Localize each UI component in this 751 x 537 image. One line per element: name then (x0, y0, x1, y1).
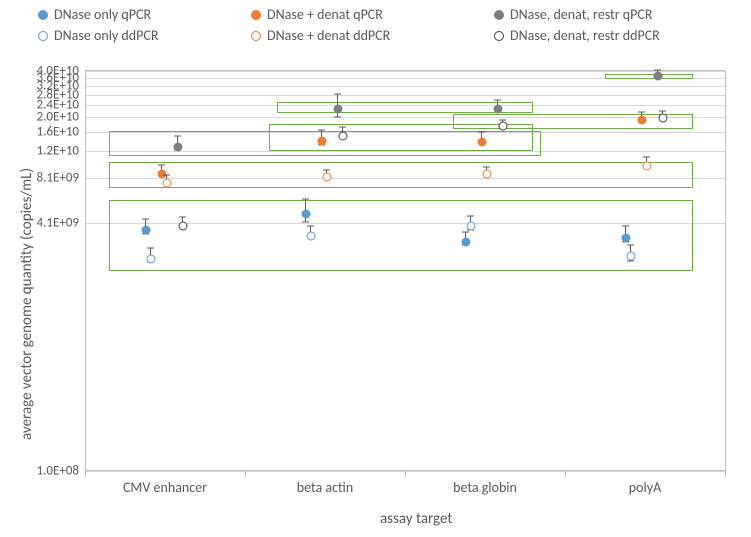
x-axis-title: assay target (380, 510, 452, 528)
x-tick-mark (405, 471, 406, 477)
legend-item: DNase only qPCR (38, 6, 233, 23)
data-point (621, 233, 630, 242)
data-point (301, 209, 310, 218)
x-tick-label: beta globin (453, 471, 517, 496)
legend-item: DNase + denat qPCR (251, 6, 476, 23)
data-point (626, 252, 635, 261)
legend-item: DNase, denat, restr qPCR (494, 6, 751, 23)
highlight-box (109, 162, 693, 189)
data-point (157, 169, 166, 178)
data-point (466, 222, 475, 231)
data-point (141, 225, 150, 234)
legend-label: DNase only ddPCR (54, 27, 158, 44)
data-point (178, 222, 187, 231)
legend-item: DNase + denat ddPCR (251, 27, 476, 44)
legend-item: DNase, denat, restr ddPCR (494, 27, 751, 44)
data-point (173, 142, 182, 151)
legend-label: DNase + denat ddPCR (267, 27, 390, 44)
data-point (493, 104, 502, 113)
y-axis-title: average vector genome quantity (copies/m… (18, 168, 36, 440)
legend-label: DNase + denat qPCR (267, 6, 383, 23)
y-tick-label: 1.2E+10 (37, 144, 85, 159)
y-tick-label: 4.0E+10 (37, 64, 85, 79)
data-point (653, 72, 662, 81)
data-point (642, 162, 651, 171)
y-tick-label: 1.0E+08 (37, 464, 85, 479)
x-tick-mark (245, 471, 246, 477)
data-point (498, 122, 507, 131)
y-tick-label: 1.6E+10 (37, 125, 85, 140)
legend-label: DNase, denat, restr ddPCR (510, 27, 660, 44)
data-point (658, 113, 667, 122)
legend-label: DNase only qPCR (54, 6, 151, 23)
x-tick-label: beta actin (297, 471, 353, 496)
chart-container: DNase only qPCR DNase + denat qPCR DNase, … (0, 0, 751, 537)
data-point (333, 104, 342, 113)
x-tick-mark (565, 471, 566, 477)
data-point (482, 170, 491, 179)
x-tick-label: polyA (629, 471, 661, 496)
gridline (85, 86, 725, 87)
y-tick-label: 8.1E+09 (37, 170, 85, 185)
x-tick-label: CMV enhancer (123, 471, 207, 496)
legend-item: DNase only ddPCR (38, 27, 233, 44)
x-tick-mark (85, 471, 86, 477)
y-tick-label: 4.1E+09 (37, 216, 85, 231)
data-point (317, 137, 326, 146)
data-point (461, 237, 470, 246)
legend-label: DNase, denat, restr qPCR (510, 6, 652, 23)
gridline (85, 95, 725, 96)
gridline (85, 71, 725, 72)
data-point (338, 131, 347, 140)
legend: DNase only qPCR DNase + denat qPCR DNase, … (38, 6, 738, 48)
data-point (146, 254, 155, 263)
plot-area: 1.0E+084.1E+098.1E+091.2E+101.6E+102.0E+… (85, 70, 726, 471)
data-point (477, 137, 486, 146)
highlight-box (109, 200, 693, 271)
data-point (637, 116, 646, 125)
data-point (162, 178, 171, 187)
data-point (322, 172, 331, 181)
x-tick-mark (725, 471, 726, 477)
highlight-box (605, 74, 693, 79)
data-point (306, 231, 315, 240)
highlight-box (453, 114, 693, 129)
